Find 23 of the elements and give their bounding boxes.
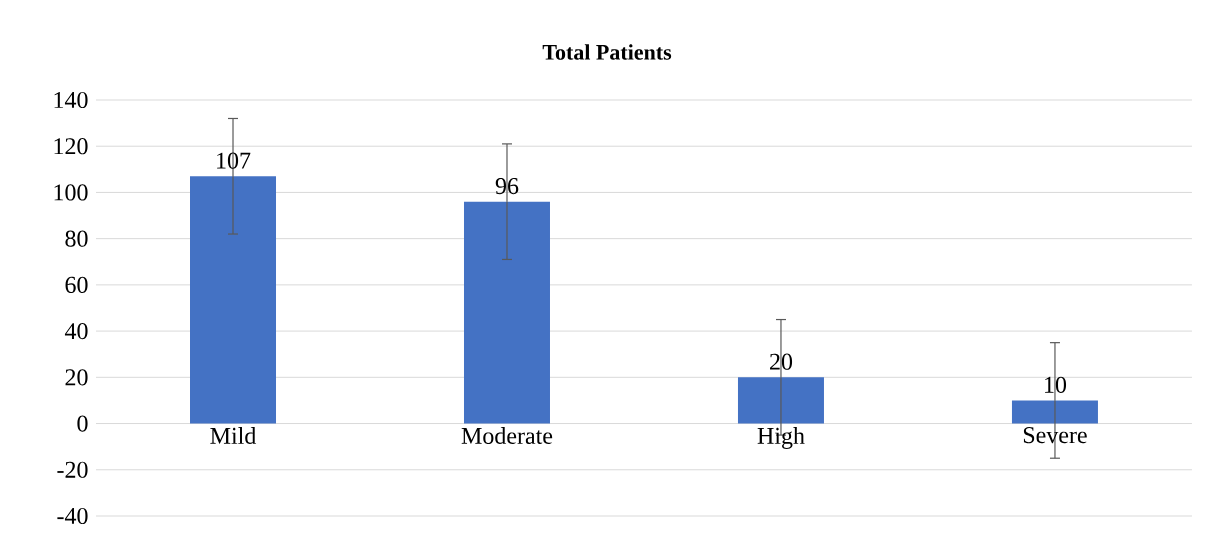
chart-title: Total Patients — [542, 44, 672, 60]
y-tick-label: -20 — [57, 461, 88, 478]
y-tick-label: 140 — [54, 91, 88, 109]
bar — [737, 377, 824, 424]
x-tick-label: High — [757, 427, 805, 449]
y-tick-label: 60 — [65, 276, 88, 293]
y-tick-label: -40 — [57, 507, 88, 525]
y-tick-label: 100 — [54, 184, 88, 201]
bar — [1011, 400, 1098, 424]
bar — [463, 201, 550, 424]
data-label: 20 — [770, 353, 793, 370]
y-tick-label: 0 — [77, 415, 88, 432]
x-tick-label: Mild — [210, 427, 257, 444]
bar — [190, 176, 277, 424]
y-tick-label: 40 — [64, 322, 88, 340]
data-label: 10 — [1045, 376, 1067, 393]
data-label: 96 — [495, 178, 519, 195]
x-tick-label: Severe — [1023, 427, 1087, 444]
y-tick-label: 80 — [65, 230, 88, 247]
y-tick-label: 120 — [54, 138, 88, 155]
x-tick-label: Moderate — [461, 427, 553, 444]
y-tick-label: 20 — [65, 369, 88, 386]
data-label: 107 — [217, 152, 251, 169]
